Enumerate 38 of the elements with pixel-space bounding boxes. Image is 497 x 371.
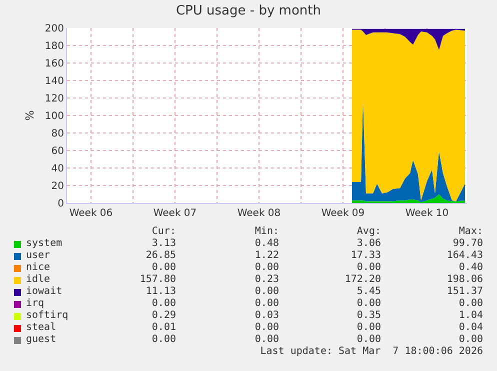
- x-tick-label: Week 06: [69, 208, 113, 219]
- y-tick-label: 20: [51, 181, 64, 192]
- y-tick-label: 60: [51, 146, 64, 157]
- x-tick-label: Week 09: [321, 208, 365, 219]
- legend-label: steal: [26, 322, 56, 333]
- x-tick-label: Week 08: [237, 208, 281, 219]
- text: 0.01 0.00 0.00 0.04: [152, 322, 483, 333]
- y-tick-label: 200: [44, 24, 64, 34]
- legend-label: guest: [26, 334, 56, 345]
- legend-label: softirq: [26, 310, 68, 321]
- text: 0.00 0.00 0.00 0.00: [152, 298, 483, 309]
- text: 26.85 1.22 17.33 164.43: [146, 250, 483, 261]
- legend-label: system: [26, 238, 62, 249]
- x-tick-label: Week 07: [153, 208, 197, 219]
- y-tick-label: 40: [51, 164, 64, 174]
- y-tick-label: 140: [44, 76, 64, 87]
- y-tick-label: 0: [58, 198, 64, 210]
- legend-label: nice: [26, 262, 50, 273]
- legend-label: user: [26, 250, 50, 261]
- text: Last update: Sat Mar 7 18:00:06 2026: [260, 346, 483, 357]
- text: 157.80 0.23 172.20 198.06: [140, 274, 483, 285]
- y-tick-label: 180: [44, 41, 64, 52]
- y-tick-label: 80: [51, 128, 64, 140]
- text: 11.13 0.00 5.45 151.37: [146, 286, 483, 297]
- y-tick-label: 160: [44, 58, 64, 70]
- x-tick-label: Week 10: [405, 208, 449, 219]
- text: 3.13 0.48 3.06 99.70: [152, 238, 483, 249]
- text: 0.00 0.00 0.00 0.00: [152, 334, 483, 345]
- text: Cur: Min: Avg: Max:: [152, 226, 483, 237]
- y-tick-label: 100: [44, 111, 64, 122]
- legend-label: irq: [26, 298, 44, 309]
- legend-label: idle: [26, 274, 50, 285]
- y-axis-title: %: [24, 110, 37, 121]
- legend-label: iowait: [26, 286, 62, 297]
- text: 0.00 0.00 0.00 0.40: [152, 262, 483, 273]
- y-tick-label: 120: [44, 94, 64, 104]
- text: 0.29 0.03 0.35 1.04: [152, 310, 483, 321]
- chart-title: CPU usage - by month: [176, 4, 322, 19]
